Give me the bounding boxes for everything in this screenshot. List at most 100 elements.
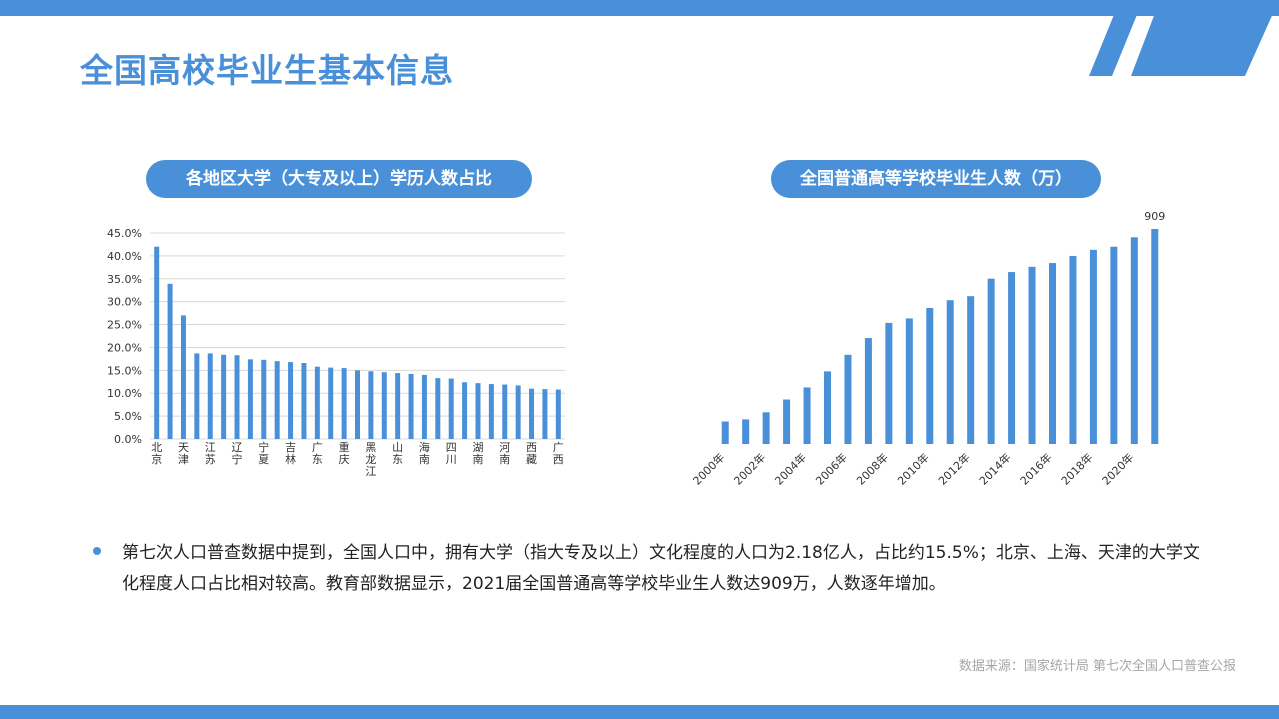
bar — [381, 372, 387, 439]
bullet-dot — [93, 547, 101, 555]
bar — [824, 371, 831, 444]
y-tick-label: 10.0% — [107, 387, 142, 400]
y-tick-label: 25.0% — [107, 319, 142, 332]
bar — [721, 421, 729, 444]
bar — [341, 368, 347, 439]
chart-title-graduates: 全国普通高等学校毕业生人数（万） — [771, 160, 1101, 198]
bar — [435, 378, 441, 439]
x-tick-label: 2018年 — [1058, 450, 1095, 487]
bar — [180, 315, 186, 439]
y-tick-label: 35.0% — [107, 273, 142, 286]
x-tick-label: 海南 — [419, 440, 430, 466]
bar — [221, 354, 227, 439]
bar — [1069, 255, 1077, 444]
bar — [1028, 266, 1036, 444]
bar — [408, 373, 414, 439]
bar — [234, 355, 240, 439]
y-tick-label: 15.0% — [107, 364, 142, 377]
x-tick-label: 西藏 — [526, 441, 537, 466]
x-tick-label: 2000年 — [690, 450, 727, 487]
page-title: 全国高校毕业生基本信息 — [80, 51, 454, 90]
bar — [1008, 272, 1016, 444]
top-bar — [0, 0, 1279, 16]
bar — [167, 283, 173, 439]
y-tick-label: 0.0% — [114, 433, 142, 446]
bottom-bar — [0, 705, 1279, 719]
bar — [1110, 246, 1118, 444]
bar — [448, 378, 454, 439]
summary-text: 第七次人口普查数据中提到，全国人口中，拥有大学（指大专及以上）文化程度的人口为2… — [122, 543, 1200, 594]
bar — [742, 419, 750, 444]
bar — [905, 318, 913, 444]
bar — [1049, 263, 1056, 444]
bar — [529, 388, 535, 439]
bar — [328, 367, 334, 439]
bar — [288, 362, 294, 439]
bar — [1089, 249, 1097, 444]
bar — [368, 371, 374, 439]
bar — [355, 370, 360, 439]
bar — [926, 307, 934, 444]
bar — [885, 322, 893, 444]
x-tick-label: 2002年 — [731, 450, 768, 487]
corner-stripes-decoration — [1089, 0, 1279, 76]
x-tick-label: 2004年 — [772, 450, 809, 487]
y-tick-label: 5.0% — [114, 410, 142, 423]
bar — [395, 373, 401, 439]
x-tick-label: 北京 — [151, 441, 162, 466]
y-tick-label: 20.0% — [107, 341, 142, 354]
x-tick-label: 2008年 — [854, 450, 891, 487]
bar — [207, 353, 213, 439]
x-tick-label: 辽宁 — [232, 441, 243, 466]
x-tick-label: 湖南 — [472, 441, 483, 466]
bar — [274, 361, 280, 439]
bar — [488, 384, 494, 439]
x-tick-label: 黑龙江 — [365, 441, 376, 478]
chart-title-regions: 各地区大学（大专及以上）学历人数占比 — [146, 160, 532, 198]
y-tick-label: 45.0% — [107, 227, 142, 240]
x-tick-label: 2014年 — [976, 450, 1013, 487]
x-tick-label: 河南 — [499, 441, 510, 466]
bar — [1130, 237, 1138, 444]
x-tick-label: 2020年 — [1099, 450, 1136, 487]
x-tick-label: 广东 — [312, 441, 323, 466]
data-source: 数据来源：国家统计局 第七次全国人口普查公报 — [958, 659, 1236, 674]
data-label: 909 — [1144, 210, 1165, 223]
x-tick-label: 吉林 — [285, 441, 296, 466]
y-tick-label: 40.0% — [107, 250, 142, 263]
bar — [261, 359, 267, 439]
bar — [462, 382, 468, 439]
bar — [783, 399, 791, 444]
bar — [314, 366, 320, 439]
bar — [987, 278, 995, 444]
bar — [864, 338, 872, 444]
x-tick-label: 广西 — [553, 441, 564, 466]
x-tick-label: 宁夏 — [258, 440, 269, 466]
bar — [247, 359, 253, 439]
bar — [967, 296, 975, 444]
bar — [301, 363, 307, 439]
bar — [762, 412, 770, 444]
x-tick-label: 四川 — [446, 441, 457, 466]
x-tick-label: 重庆 — [339, 440, 350, 466]
x-tick-label: 2010年 — [894, 450, 931, 487]
bar — [475, 383, 481, 439]
bar — [502, 384, 508, 439]
x-tick-label: 江苏 — [205, 441, 216, 466]
bar — [542, 389, 548, 439]
bar — [515, 385, 521, 439]
x-tick-label: 2016年 — [1017, 450, 1054, 487]
bar — [154, 246, 160, 439]
bar — [946, 300, 954, 444]
x-tick-label: 天津 — [178, 441, 189, 466]
bar — [421, 374, 427, 439]
bar — [194, 353, 200, 439]
bar — [1151, 229, 1159, 444]
bar — [803, 387, 811, 444]
x-tick-label: 2006年 — [813, 450, 850, 487]
x-tick-label: 2012年 — [935, 450, 972, 487]
bar — [844, 354, 852, 444]
y-tick-label: 30.0% — [107, 296, 142, 309]
bar — [555, 389, 561, 439]
